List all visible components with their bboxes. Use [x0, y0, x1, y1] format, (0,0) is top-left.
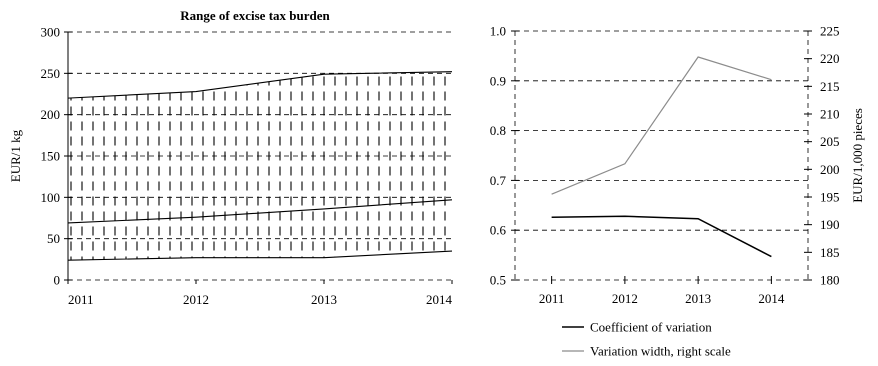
right-x-tick-label: 2012 [612, 291, 638, 306]
right-right-y-tick-label: 205 [820, 134, 840, 149]
left-x-tick-label: 2011 [68, 292, 94, 307]
right-x-tick-label: 2014 [758, 291, 785, 306]
right-right-y-tick-label: 190 [820, 217, 840, 232]
series-line-1 [551, 215, 772, 258]
right-left-y-tick-label: 0.6 [490, 223, 507, 238]
right-left-y-tick-label: 0.7 [490, 173, 507, 188]
right-right-y-tick-label: 185 [820, 245, 840, 260]
right-left-y-tick-label: 0.8 [490, 123, 506, 138]
left-y-tick-label: 50 [47, 231, 60, 246]
right-right-y-tick-label: 215 [820, 79, 840, 94]
left-y-tick-label: 300 [41, 25, 61, 40]
left-chart-title: Range of excise tax burden [180, 8, 330, 23]
right-y-axis-label: EUR/1,000 pieces [850, 108, 865, 203]
right-right-y-tick-label: 210 [820, 107, 840, 122]
right-chart: 0.5 0.6 0.7 0.8 0.9 1.0 180 185 190 195 200 205 210 2… [490, 24, 865, 359]
right-left-y-tick-label: 1.0 [490, 24, 506, 39]
legend-label-1: Coefficient of variation [590, 320, 712, 335]
series-line-2 [551, 56, 772, 195]
right-left-y-tick-label: 0.9 [490, 73, 506, 88]
right-right-y-tick-label: 220 [820, 51, 840, 66]
right-left-y-tick-label: 0.5 [490, 273, 506, 288]
left-y-tick-label: 250 [41, 66, 61, 81]
left-y-tick-label: 100 [41, 190, 61, 205]
excise-range-band [68, 71, 452, 261]
right-x-tick-label: 2011 [539, 291, 565, 306]
left-y-axis-label: EUR/1 kg [8, 129, 23, 182]
right-right-y-tick-label: 200 [820, 162, 840, 177]
legend-label-2: Variation width, right scale [590, 344, 731, 359]
left-chart: 0 50 100 150 200 250 300 2011 2012 2013 2014 EUR/1 … [8, 25, 453, 307]
right-x-tick-label: 2013 [685, 291, 711, 306]
excise-boundary-line-2 [67, 199, 453, 224]
left-x-tick-label: 2014 [426, 292, 453, 307]
right-right-y-tick-label: 180 [820, 273, 840, 288]
left-y-tick-label: 200 [41, 107, 61, 122]
left-x-tick-label: 2012 [183, 292, 209, 307]
left-x-tick-label: 2013 [311, 292, 337, 307]
left-y-tick-label: 150 [41, 149, 61, 164]
excise-boundary-line-1 [67, 71, 453, 99]
left-y-tick-label: 0 [54, 273, 61, 288]
right-right-y-tick-label: 225 [820, 24, 840, 39]
right-right-y-tick-label: 195 [820, 190, 840, 205]
excise-boundary-line-3 [67, 250, 453, 261]
